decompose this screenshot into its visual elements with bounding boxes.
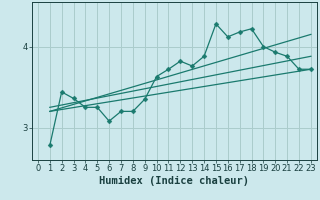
X-axis label: Humidex (Indice chaleur): Humidex (Indice chaleur) bbox=[100, 176, 249, 186]
